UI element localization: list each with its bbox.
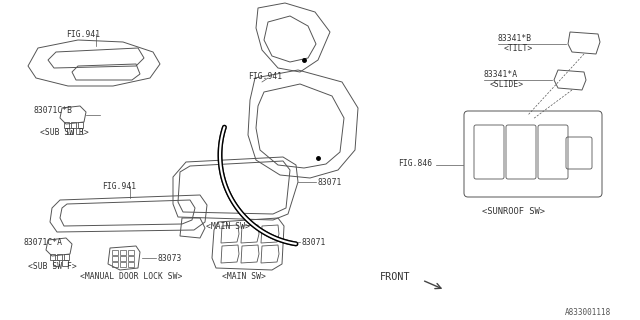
Text: 83341*B: 83341*B bbox=[498, 34, 532, 43]
Text: 83071C*B: 83071C*B bbox=[34, 106, 73, 115]
Text: <TILT>: <TILT> bbox=[504, 44, 533, 53]
Text: FIG.941: FIG.941 bbox=[248, 72, 282, 81]
Text: A833001118: A833001118 bbox=[565, 308, 611, 317]
Text: FIG.846: FIG.846 bbox=[398, 159, 432, 168]
Text: FRONT: FRONT bbox=[380, 272, 411, 282]
Text: <SUNROOF SW>: <SUNROOF SW> bbox=[482, 207, 545, 216]
Text: FIG.941: FIG.941 bbox=[102, 182, 136, 191]
Text: <SLIDE>: <SLIDE> bbox=[490, 80, 524, 89]
Text: FIG.941: FIG.941 bbox=[66, 30, 100, 39]
Text: 83073: 83073 bbox=[158, 254, 182, 263]
Text: 83071C*A: 83071C*A bbox=[24, 238, 63, 247]
Text: <MAIN SW>: <MAIN SW> bbox=[222, 272, 266, 281]
Text: <MAIN SW>: <MAIN SW> bbox=[206, 222, 250, 231]
Text: <SUB SW R>: <SUB SW R> bbox=[40, 128, 89, 137]
Text: 83071: 83071 bbox=[318, 178, 342, 187]
Text: 83341*A: 83341*A bbox=[484, 70, 518, 79]
Text: 83071: 83071 bbox=[302, 238, 326, 247]
Text: <MANUAL DOOR LOCK SW>: <MANUAL DOOR LOCK SW> bbox=[80, 272, 182, 281]
Text: <SUB SW F>: <SUB SW F> bbox=[28, 262, 77, 271]
